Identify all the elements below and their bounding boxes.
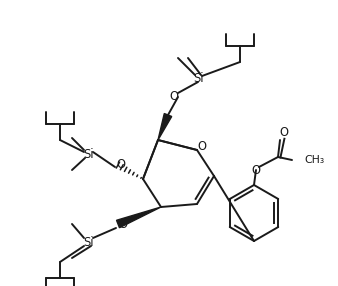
- Text: Si: Si: [83, 148, 93, 160]
- Text: Si: Si: [193, 72, 203, 84]
- Polygon shape: [158, 114, 172, 140]
- Text: O: O: [119, 217, 127, 231]
- Text: O: O: [117, 158, 125, 170]
- Polygon shape: [117, 207, 161, 228]
- Text: Si: Si: [83, 235, 93, 249]
- Text: CH₃: CH₃: [304, 155, 324, 165]
- Text: O: O: [169, 90, 178, 104]
- Text: O: O: [197, 140, 207, 152]
- Text: O: O: [280, 126, 289, 140]
- Text: O: O: [251, 164, 261, 176]
